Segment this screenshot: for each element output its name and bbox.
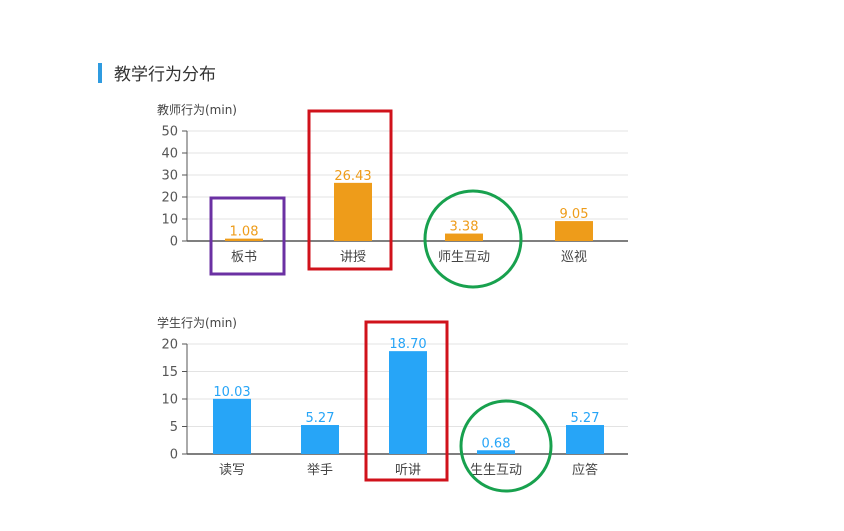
student-value-label: 18.70	[389, 337, 426, 352]
teacher-y-tick-label: 10	[161, 213, 178, 228]
student-highlight-box	[364, 320, 449, 482]
teacher-y-tick-label: 20	[161, 191, 178, 206]
student-category-label: 举手	[307, 463, 333, 478]
student-category-label: 听讲	[395, 463, 421, 478]
section-header: 教学行为分布	[98, 60, 216, 85]
student-y-tick-label: 15	[161, 365, 178, 380]
teacher-value-label: 9.05	[560, 207, 589, 222]
teacher-category-label: 师生互动	[438, 250, 490, 265]
teacher-value-label: 3.38	[450, 220, 479, 235]
teacher-y-tick-label: 0	[170, 235, 178, 250]
student-bar	[566, 425, 604, 454]
student-bar	[389, 351, 427, 454]
student-bar	[301, 425, 339, 454]
teacher-y-tick-label: 40	[161, 147, 178, 162]
teacher-y-axis-title: 教师行为(min)	[157, 102, 237, 117]
student-category-label: 应答	[572, 462, 598, 478]
student-y-axis-title: 学生行为(min)	[157, 315, 237, 330]
student-y-tick-label: 20	[161, 338, 178, 353]
student-value-label: 10.03	[213, 385, 250, 400]
teacher-highlight-box	[209, 196, 286, 276]
teacher-y-tick-label: 50	[161, 125, 178, 140]
student-value-label: 5.27	[306, 411, 335, 426]
teacher-bar	[225, 238, 263, 241]
student-bar	[477, 450, 515, 454]
teacher-y-tick-label: 30	[161, 169, 178, 184]
teacher-highlight-circle	[423, 189, 523, 289]
student-bar	[213, 398, 251, 454]
student-category-label: 生生互动	[470, 463, 522, 478]
teacher-category-label: 巡视	[561, 250, 587, 265]
student-value-label: 5.27	[571, 411, 600, 426]
teacher-chart: 教师行为(min) 0 10 20 30 40 50 1.08 板书 26.43 讲授 3.38 师生互…	[157, 102, 628, 265]
teacher-highlight-box	[307, 109, 393, 271]
section-title: 教学行为分布	[114, 65, 216, 85]
student-chart: 学生行为(min) 0 5 10 15 20 10.03 读写 5.27 举手 18.70 听讲 0.6…	[157, 315, 628, 478]
teacher-category-label: 板书	[231, 250, 257, 265]
student-value-label: 0.68	[482, 436, 511, 451]
teacher-bar	[445, 233, 483, 241]
teacher-bar	[334, 182, 372, 241]
student-highlight-circle	[459, 399, 553, 493]
student-category-label: 读写	[219, 463, 245, 478]
teacher-value-label: 26.43	[334, 169, 371, 184]
section-accent-bar	[98, 62, 102, 83]
teacher-category-label: 讲授	[340, 250, 366, 265]
teacher-value-label: 1.08	[230, 225, 259, 240]
student-y-tick-label: 10	[161, 393, 178, 408]
teacher-bar	[555, 221, 593, 241]
student-y-tick-label: 5	[170, 420, 178, 435]
student-y-tick-label: 0	[170, 448, 178, 463]
